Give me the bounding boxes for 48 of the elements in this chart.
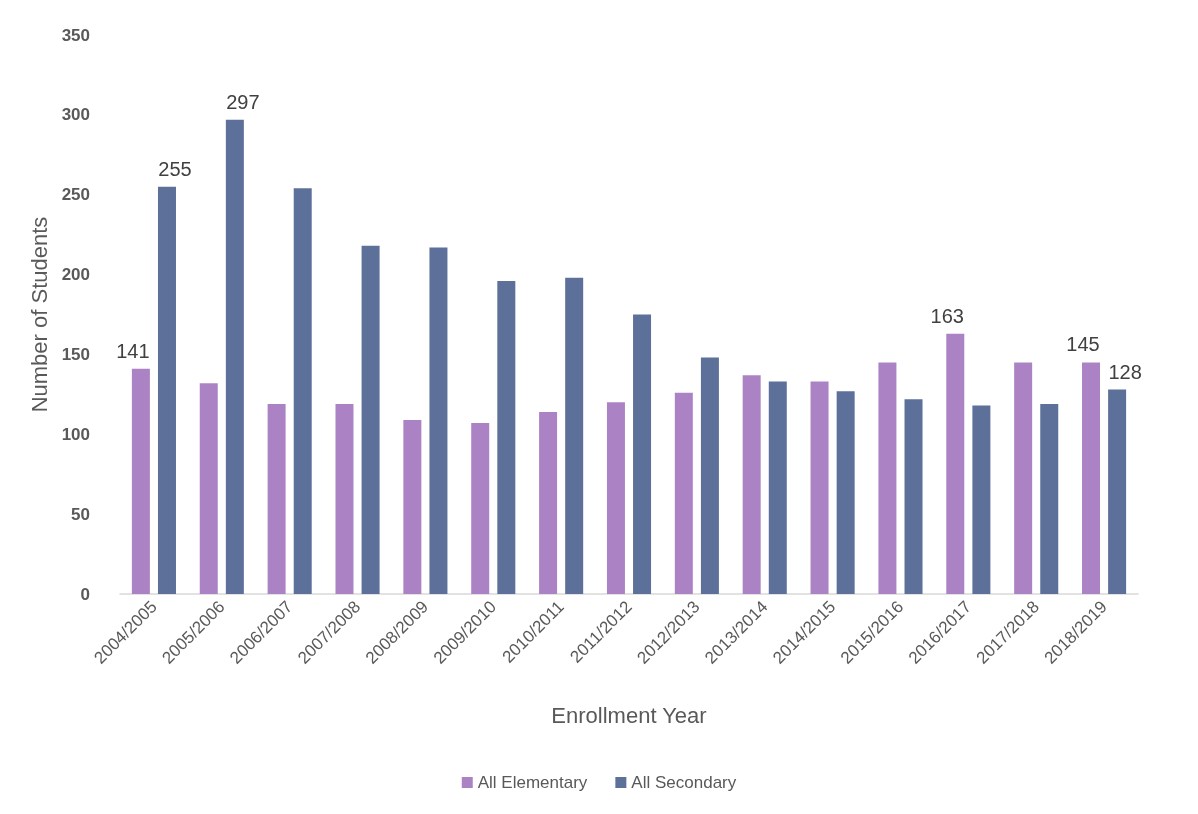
bar [633,314,652,594]
bar [157,186,176,594]
y-tick-label: 250 [61,185,90,205]
bar [1014,362,1033,594]
bar [539,411,558,594]
y-tick-label: 0 [80,584,90,604]
y-tick-label: 200 [61,265,90,285]
bar [700,357,719,594]
bar [471,423,490,594]
data-label: 255 [158,157,192,180]
bar [429,247,448,594]
bar [742,375,761,594]
bar [946,333,965,594]
bar [497,280,516,594]
bar [1082,362,1101,594]
bar [565,277,584,594]
legend-label: All Secondary [631,773,737,792]
bar [403,419,422,594]
y-tick-label: 350 [61,25,90,45]
bar [361,245,380,594]
bar [1040,403,1059,594]
bar [810,381,829,594]
bar [768,381,787,594]
bar [267,403,286,594]
bar [199,383,218,594]
x-axis-title: Enrollment Year [551,702,707,728]
data-label: 128 [1108,360,1142,383]
bar [225,119,244,594]
bar [972,405,991,594]
bar [131,368,150,594]
data-label: 163 [930,304,964,327]
y-tick-label: 150 [61,344,90,364]
y-tick-label: 300 [61,105,90,125]
bar [904,399,923,594]
data-label: 141 [116,339,150,362]
bar [1108,389,1127,594]
data-label: 297 [226,90,260,113]
legend-label: All Elementary [477,773,588,792]
data-label: 145 [1066,333,1100,356]
bar [335,403,354,594]
bar [674,392,693,594]
y-tick-label: 50 [71,504,90,524]
y-axis-title: Number of Students [27,216,53,413]
y-tick-label: 100 [61,424,90,444]
bar [606,402,625,594]
bar [878,362,897,594]
bar [836,391,855,594]
bar [293,188,312,594]
